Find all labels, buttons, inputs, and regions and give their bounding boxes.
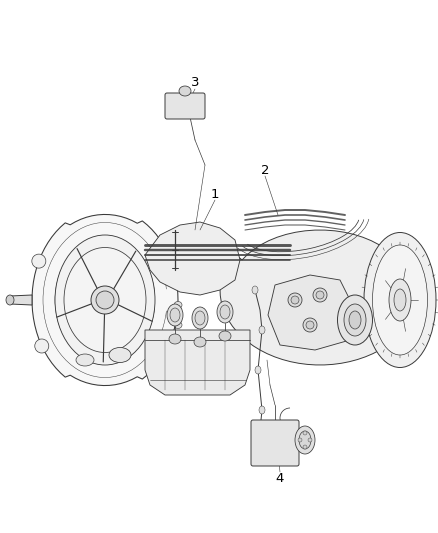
- Ellipse shape: [259, 326, 265, 334]
- Polygon shape: [145, 222, 240, 295]
- Ellipse shape: [174, 321, 182, 328]
- Ellipse shape: [109, 348, 131, 362]
- Ellipse shape: [174, 281, 182, 288]
- Ellipse shape: [220, 305, 230, 319]
- Ellipse shape: [299, 431, 311, 449]
- Ellipse shape: [316, 291, 324, 299]
- Ellipse shape: [389, 279, 411, 321]
- Ellipse shape: [219, 331, 231, 341]
- Ellipse shape: [303, 431, 307, 435]
- Ellipse shape: [35, 339, 49, 353]
- Ellipse shape: [164, 332, 178, 346]
- Text: 1: 1: [211, 188, 219, 200]
- Ellipse shape: [306, 321, 314, 329]
- FancyBboxPatch shape: [251, 420, 299, 466]
- Ellipse shape: [195, 311, 205, 325]
- Text: 2: 2: [261, 164, 269, 176]
- Ellipse shape: [6, 295, 14, 305]
- Text: 4: 4: [276, 472, 284, 484]
- Ellipse shape: [288, 293, 302, 307]
- Ellipse shape: [76, 354, 94, 366]
- Ellipse shape: [364, 232, 436, 367]
- Text: 3: 3: [191, 77, 199, 90]
- Ellipse shape: [32, 254, 46, 268]
- Ellipse shape: [303, 445, 307, 449]
- Ellipse shape: [291, 296, 299, 304]
- Ellipse shape: [255, 366, 261, 374]
- Ellipse shape: [308, 438, 312, 442]
- Polygon shape: [268, 275, 355, 350]
- Ellipse shape: [394, 289, 406, 311]
- Ellipse shape: [372, 245, 427, 355]
- Ellipse shape: [170, 308, 180, 322]
- Polygon shape: [32, 214, 178, 385]
- Ellipse shape: [169, 334, 181, 344]
- Ellipse shape: [349, 311, 361, 329]
- Ellipse shape: [167, 304, 183, 326]
- Ellipse shape: [338, 295, 372, 345]
- Ellipse shape: [298, 438, 302, 442]
- Ellipse shape: [96, 291, 114, 309]
- FancyBboxPatch shape: [165, 93, 205, 119]
- Polygon shape: [10, 295, 32, 305]
- Ellipse shape: [174, 302, 182, 309]
- Polygon shape: [220, 230, 420, 365]
- Ellipse shape: [295, 426, 315, 454]
- Ellipse shape: [259, 406, 265, 414]
- Ellipse shape: [344, 304, 366, 336]
- Ellipse shape: [303, 318, 317, 332]
- Polygon shape: [145, 330, 250, 395]
- Ellipse shape: [174, 262, 182, 269]
- Ellipse shape: [313, 288, 327, 302]
- Ellipse shape: [179, 86, 191, 96]
- Ellipse shape: [164, 254, 178, 268]
- Ellipse shape: [192, 307, 208, 329]
- Ellipse shape: [91, 286, 119, 314]
- Ellipse shape: [217, 301, 233, 323]
- Ellipse shape: [55, 235, 155, 365]
- Ellipse shape: [252, 286, 258, 294]
- Ellipse shape: [194, 337, 206, 347]
- Ellipse shape: [64, 247, 146, 352]
